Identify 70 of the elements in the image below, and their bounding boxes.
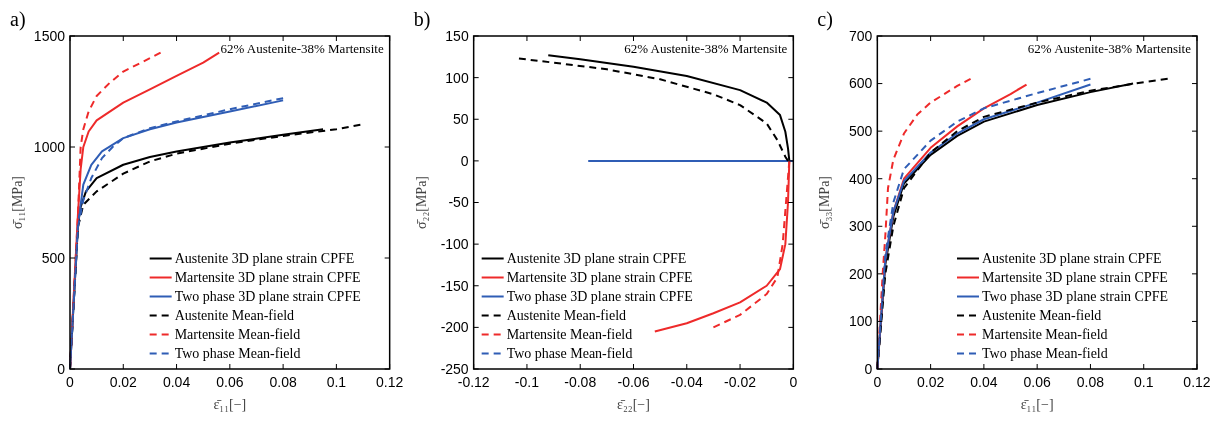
legend-label: Austenite 3D plane strain CPFE — [506, 251, 687, 267]
legend-label: Two phase 3D plane strain CPFE — [982, 289, 1169, 305]
x-axis-title: ε̄₂₂[−] — [617, 397, 650, 412]
x-tick-label: 0.12 — [1183, 374, 1211, 390]
x-tick-label: 0.06 — [1023, 374, 1051, 390]
annotation: 62% Austenite-38% Martensite — [624, 41, 788, 56]
legend-label: Two phase 3D plane strain CPFE — [506, 289, 693, 305]
y-tick-label: 100 — [848, 313, 873, 330]
legend-label: Martensite 3D plane strain CPFE — [174, 270, 361, 286]
y-tick-label: 150 — [445, 27, 469, 44]
y-tick-label: 0 — [864, 360, 873, 377]
y-axis-title: σ̄₂₂[MPa] — [413, 175, 429, 230]
y-tick-label: 1500 — [33, 27, 66, 44]
x-tick-label: 0.04 — [970, 374, 998, 390]
annotation: 62% Austenite-38% Martensite — [220, 41, 384, 56]
x-tick-label: -0.04 — [670, 374, 703, 390]
x-tick-label: -0.08 — [564, 374, 597, 390]
legend-label: Martensite Mean-field — [174, 327, 301, 343]
legend-label: Austenite Mean-field — [174, 308, 295, 324]
legend-label: Two phase Mean-field — [982, 346, 1108, 362]
x-tick-label: 0.1 — [326, 374, 347, 390]
x-tick-label: 0.12 — [376, 374, 404, 390]
x-tick-label: 0.1 — [1133, 374, 1154, 390]
x-tick-label: -0.12 — [457, 374, 490, 390]
y-tick-label: 50 — [453, 111, 469, 128]
chart-title: b) — [413, 8, 431, 31]
y-tick-label: 100 — [445, 69, 469, 86]
x-axis-title: ε̄₁₁[−] — [213, 397, 247, 412]
x-tick-label: 0.08 — [1076, 374, 1105, 390]
y-tick-label: -50 — [448, 194, 469, 211]
x-tick-label: 0 — [789, 374, 798, 390]
legend-label: Martensite 3D plane strain CPFE — [982, 270, 1168, 286]
y-tick-label: 700 — [848, 27, 873, 44]
y-tick-label: -150 — [440, 277, 469, 294]
y-axis-title: σ̄₃₃[MPa] — [817, 175, 833, 230]
x-tick-label: -0.1 — [514, 374, 540, 390]
y-tick-label: 500 — [848, 123, 873, 140]
y-tick-label: -200 — [440, 319, 469, 336]
legend-label: Martensite Mean-field — [506, 327, 633, 343]
legend-label: Austenite 3D plane strain CPFE — [174, 251, 355, 267]
chart-title: c) — [817, 8, 833, 31]
x-tick-label: 0.02 — [109, 374, 138, 390]
x-tick-label: 0.02 — [916, 374, 945, 390]
x-tick-label: 0.06 — [216, 374, 244, 390]
y-axis-title: σ̄₁₁[MPa] — [10, 175, 25, 230]
x-tick-label: -0.06 — [617, 374, 650, 390]
y-tick-label: -100 — [440, 236, 469, 253]
y-tick-label: 200 — [848, 265, 873, 282]
legend-label: Two phase 3D plane strain CPFE — [174, 289, 361, 305]
x-tick-label: 0.08 — [269, 374, 297, 390]
y-tick-label: 0 — [57, 360, 66, 377]
legend-label: Austenite Mean-field — [982, 308, 1102, 324]
annotation: 62% Austenite-38% Martensite — [1027, 41, 1192, 56]
y-tick-label: 400 — [848, 170, 873, 187]
legend-label: Martensite Mean-field — [982, 327, 1108, 343]
x-tick-label: -0.02 — [724, 374, 757, 390]
y-tick-label: 600 — [848, 75, 873, 92]
x-axis-title: ε̄₁₁[−] — [1020, 397, 1054, 412]
legend-label: Two phase Mean-field — [506, 346, 633, 362]
y-tick-label: -250 — [440, 360, 469, 377]
legend-label: Austenite Mean-field — [506, 308, 627, 324]
chart-title: a) — [10, 8, 26, 31]
legend-label: Martensite 3D plane strain CPFE — [506, 270, 693, 286]
legend-label: Austenite 3D plane strain CPFE — [982, 251, 1162, 267]
y-tick-label: 300 — [848, 218, 873, 235]
y-tick-label: 1000 — [33, 138, 66, 155]
y-tick-label: 0 — [460, 152, 469, 169]
y-tick-label: 500 — [41, 249, 66, 266]
legend-label: Two phase Mean-field — [174, 346, 301, 362]
x-tick-label: 0.04 — [162, 374, 191, 390]
